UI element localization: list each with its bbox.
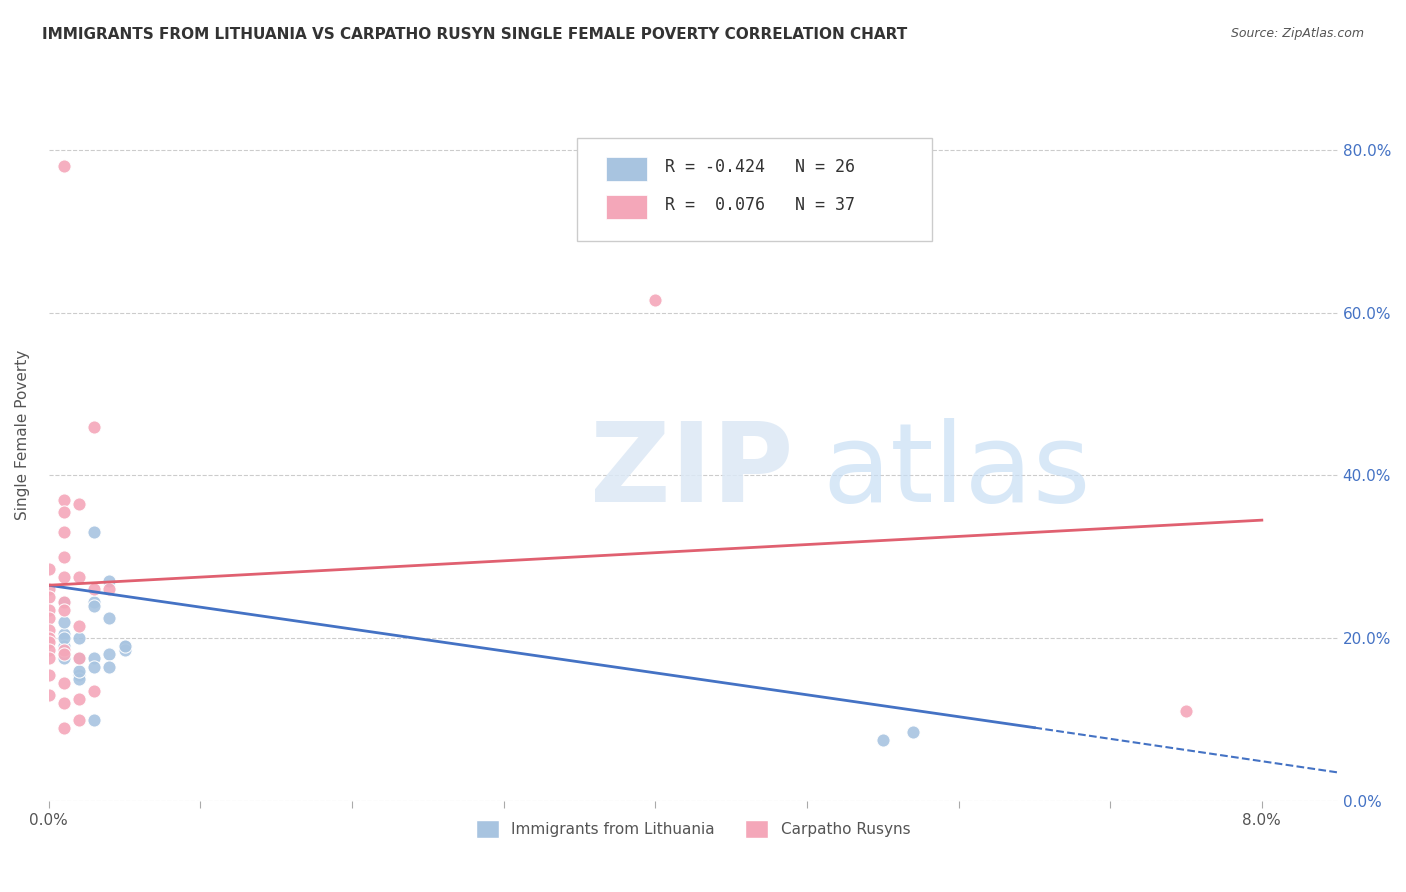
Text: R = -0.424   N = 26: R = -0.424 N = 26 <box>665 159 855 177</box>
Point <box>67 692 90 706</box>
FancyBboxPatch shape <box>578 138 932 241</box>
Point <box>67 713 90 727</box>
Point <box>872 732 894 747</box>
Point <box>644 293 666 308</box>
Point <box>83 599 105 613</box>
Point <box>52 627 75 641</box>
Point <box>98 659 121 673</box>
Point <box>38 631 60 645</box>
Point <box>38 635 60 649</box>
Point <box>52 505 75 519</box>
Text: ZIP: ZIP <box>591 417 793 524</box>
Point <box>67 664 90 678</box>
Point <box>1175 704 1198 718</box>
Point <box>52 648 75 662</box>
Point <box>83 525 105 540</box>
Point <box>52 602 75 616</box>
Legend: Immigrants from Lithuania, Carpatho Rusyns: Immigrants from Lithuania, Carpatho Rusy… <box>470 814 917 845</box>
Point <box>38 651 60 665</box>
Point <box>67 651 90 665</box>
Point <box>67 672 90 686</box>
Point <box>52 594 75 608</box>
Point <box>38 643 60 657</box>
Point <box>52 651 75 665</box>
Text: Source: ZipAtlas.com: Source: ZipAtlas.com <box>1230 27 1364 40</box>
Point <box>114 640 136 654</box>
Point <box>83 582 105 597</box>
Point <box>83 713 105 727</box>
Point <box>52 721 75 735</box>
Point <box>38 623 60 637</box>
Point <box>114 640 136 654</box>
Point <box>52 643 75 657</box>
Point <box>52 696 75 710</box>
Point <box>52 549 75 564</box>
Point <box>52 640 75 654</box>
Point <box>67 631 90 645</box>
Point <box>98 582 121 597</box>
Text: IMMIGRANTS FROM LITHUANIA VS CARPATHO RUSYN SINGLE FEMALE POVERTY CORRELATION CH: IMMIGRANTS FROM LITHUANIA VS CARPATHO RU… <box>42 27 907 42</box>
Point <box>52 594 75 608</box>
Point <box>901 724 924 739</box>
Point <box>52 615 75 629</box>
Point <box>52 159 75 173</box>
Point <box>52 492 75 507</box>
Text: R =  0.076   N = 37: R = 0.076 N = 37 <box>665 196 855 214</box>
Point <box>98 574 121 589</box>
Point <box>67 619 90 633</box>
Point <box>83 684 105 698</box>
Point <box>38 602 60 616</box>
Text: atlas: atlas <box>823 417 1091 524</box>
Point <box>83 419 105 434</box>
Point <box>67 497 90 511</box>
Point <box>52 676 75 690</box>
FancyBboxPatch shape <box>606 157 647 180</box>
Point <box>38 667 60 681</box>
Point <box>67 667 90 681</box>
Point <box>67 651 90 665</box>
Point <box>38 562 60 576</box>
Point <box>83 651 105 665</box>
Point <box>52 631 75 645</box>
Point <box>38 611 60 625</box>
FancyBboxPatch shape <box>606 195 647 219</box>
Point <box>98 648 121 662</box>
Point <box>83 659 105 673</box>
Y-axis label: Single Female Poverty: Single Female Poverty <box>15 350 30 520</box>
Point <box>38 688 60 702</box>
Point <box>83 594 105 608</box>
Point <box>38 582 60 597</box>
Point <box>98 611 121 625</box>
Point <box>52 525 75 540</box>
Point <box>52 570 75 584</box>
Point <box>67 570 90 584</box>
Point <box>38 591 60 605</box>
Point <box>114 643 136 657</box>
